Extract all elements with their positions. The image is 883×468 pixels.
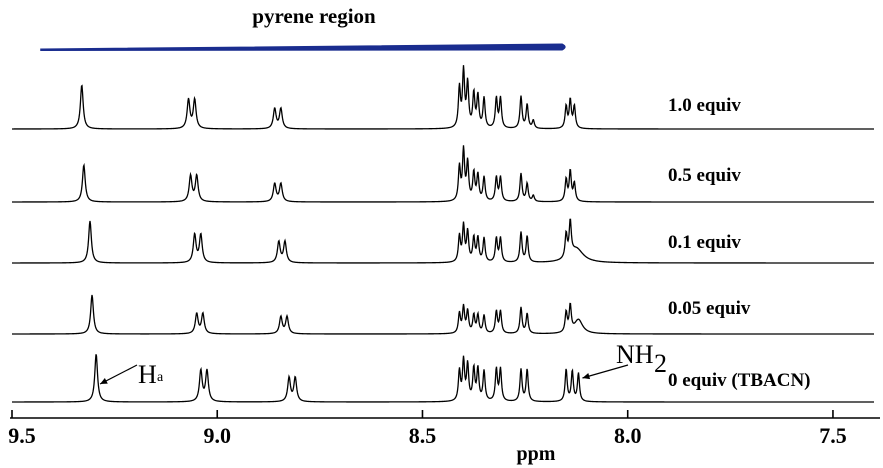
series-label: 0.05 equiv: [668, 298, 751, 319]
series-label: 0.5 equiv: [668, 165, 741, 186]
annotation-ha-subscript: a: [157, 370, 164, 385]
series-label: 1.0 equiv: [668, 95, 741, 116]
x-axis-title: ppm: [517, 443, 556, 465]
annotation-ha-arrow-head: [100, 377, 108, 384]
spectra-traces: [12, 65, 874, 403]
annotation-nh2-letters: NH: [616, 340, 654, 369]
spectrum-trace: [12, 65, 874, 130]
series-label: 0.1 equiv: [668, 232, 741, 253]
x-tick-label: 8.5: [409, 423, 437, 448]
spectrum-trace: [12, 145, 874, 203]
region-bar-group: pyrene region: [40, 4, 566, 52]
annotation-ha-letter: H: [138, 360, 157, 389]
series-labels: 1.0 equiv 0.5 equiv 0.1 equiv 0.05 equiv 0 e…: [668, 95, 811, 391]
region-bar-label: pyrene region: [252, 4, 376, 28]
annotation-nh2-arrow-head: [582, 373, 591, 380]
spectrum-trace: [12, 294, 874, 335]
annotation-nh2-subscript: 2: [654, 349, 667, 378]
region-bar: [40, 43, 566, 52]
spectrum-trace: [12, 354, 874, 403]
spectrum-trace: [12, 218, 874, 264]
x-tick-label: 7.5: [819, 423, 847, 448]
x-tick-label: 8.0: [614, 423, 642, 448]
series-label: 0 equiv (TBACN): [668, 370, 811, 391]
annotation-nh2-arrow: [582, 364, 629, 379]
x-tick-label: 9.5: [8, 423, 36, 448]
x-tick-label: 9.0: [203, 423, 231, 448]
x-axis: 9.5 9.0 8.5 8.0 7.5: [8, 410, 880, 448]
